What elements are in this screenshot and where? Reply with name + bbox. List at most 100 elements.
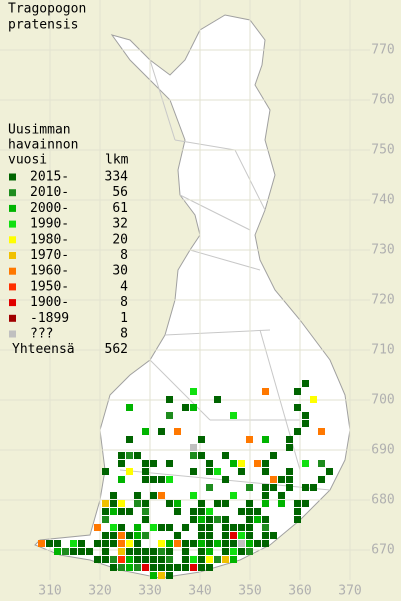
occurrence-cell [142,468,149,475]
finland [34,14,351,579]
occurrence-cell [102,468,109,475]
occurrence-cell [318,476,325,483]
occurrence-cell [166,572,173,579]
occurrence-cell [246,540,253,547]
legend-label: 2010- [30,185,69,200]
occurrence-cell [230,412,237,419]
occurrence-cell [206,532,213,539]
occurrence-cell [166,540,173,547]
occurrence-cell [230,524,237,531]
occurrence-cell [158,564,165,571]
occurrence-cell [110,524,117,531]
occurrence-cell [182,404,189,411]
legend-count: 4 [120,279,128,294]
region-border [179,194,251,231]
occurrence-cell [262,516,269,523]
occurrence-cell [214,396,221,403]
occurrence-cell [214,500,221,507]
occurrence-cell [102,508,109,515]
legend-label: ??? [30,327,53,342]
occurrence-cell [70,548,77,555]
legend-count: 334 [105,170,129,185]
occurrence-cell [222,540,229,547]
occurrence-cell [190,508,197,515]
occurrence-cell [246,532,253,539]
occurrence-cell [246,516,253,523]
occurrence-cell [302,380,309,387]
occurrence-cell [38,540,45,547]
occurrence-cell [190,452,197,459]
occurrence-cell [134,564,141,571]
occurrence-cell [110,508,117,515]
occurrence-cell [166,500,173,507]
y-tick-label: 750 [371,143,394,158]
occurrence-cell [110,492,117,499]
occurrence-cell [190,404,197,411]
occurrence-cell [78,540,85,547]
occurrence-cell [230,492,237,499]
occurrence-cell [198,532,205,539]
occurrence-cell [222,516,229,523]
occurrence-cell [190,564,197,571]
occurrence-cell [198,524,205,531]
occurrence-cell [230,548,237,555]
occurrence-cell [86,548,93,555]
occurrence-cell [54,540,61,547]
region-border [189,249,261,271]
region-border [164,329,271,336]
occurrence-cell [150,524,157,531]
occurrence-cell [238,524,245,531]
occurrence-cell [206,516,213,523]
occurrence-cell [182,556,189,563]
occurrence-cell [134,548,141,555]
occurrence-cell [134,556,141,563]
occurrence-cell [222,532,229,539]
x-tick-label: 320 [88,584,111,599]
occurrence-cell [246,508,253,515]
occurrence-cell [206,556,213,563]
occurrence-cell [54,548,61,555]
cells [38,380,333,579]
occurrence-cell [182,564,189,571]
occurrence-cell [142,556,149,563]
occurrence-cell [174,428,181,435]
occurrence-cell [166,564,173,571]
legend-swatch [9,299,16,307]
occurrence-cell [222,476,229,483]
occurrence-cell [270,476,277,483]
occurrence-cell [286,476,293,483]
occurrence-cell [310,484,317,491]
occurrence-cell [230,460,237,467]
occurrence-cell [294,508,301,515]
total: 562 [105,342,128,357]
occurrence-cell [94,540,101,547]
occurrence-cell [182,524,189,531]
occurrence-cell [126,436,133,443]
legend-label: -1899 [30,311,69,326]
occurrence-cell [110,556,117,563]
occurrence-cell [118,476,125,483]
occurrence-cell [134,540,141,547]
occurrence-cell [278,500,285,507]
occurrence-cell [118,500,125,507]
occurrence-cell [206,548,213,555]
occurrence-cell [206,524,213,531]
occurrence-cell [302,460,309,467]
occurrence-cell [222,548,229,555]
legend-count: 20 [112,232,128,247]
x-tick-label: 350 [238,584,261,599]
legend-swatch [9,236,16,244]
occurrence-cell [198,452,205,459]
occurrence-cell [142,532,149,539]
occurrence-cell [158,540,165,547]
occurrence-cell [110,532,117,539]
legend-count: 30 [112,264,128,279]
occurrence-cell [262,436,269,443]
occurrence-cell [294,516,301,523]
occurrence-cell [254,516,261,523]
x-tick-label: 370 [338,584,361,599]
occurrence-cell [294,404,301,411]
occurrence-cell [246,484,253,491]
occurrence-cell [246,500,253,507]
